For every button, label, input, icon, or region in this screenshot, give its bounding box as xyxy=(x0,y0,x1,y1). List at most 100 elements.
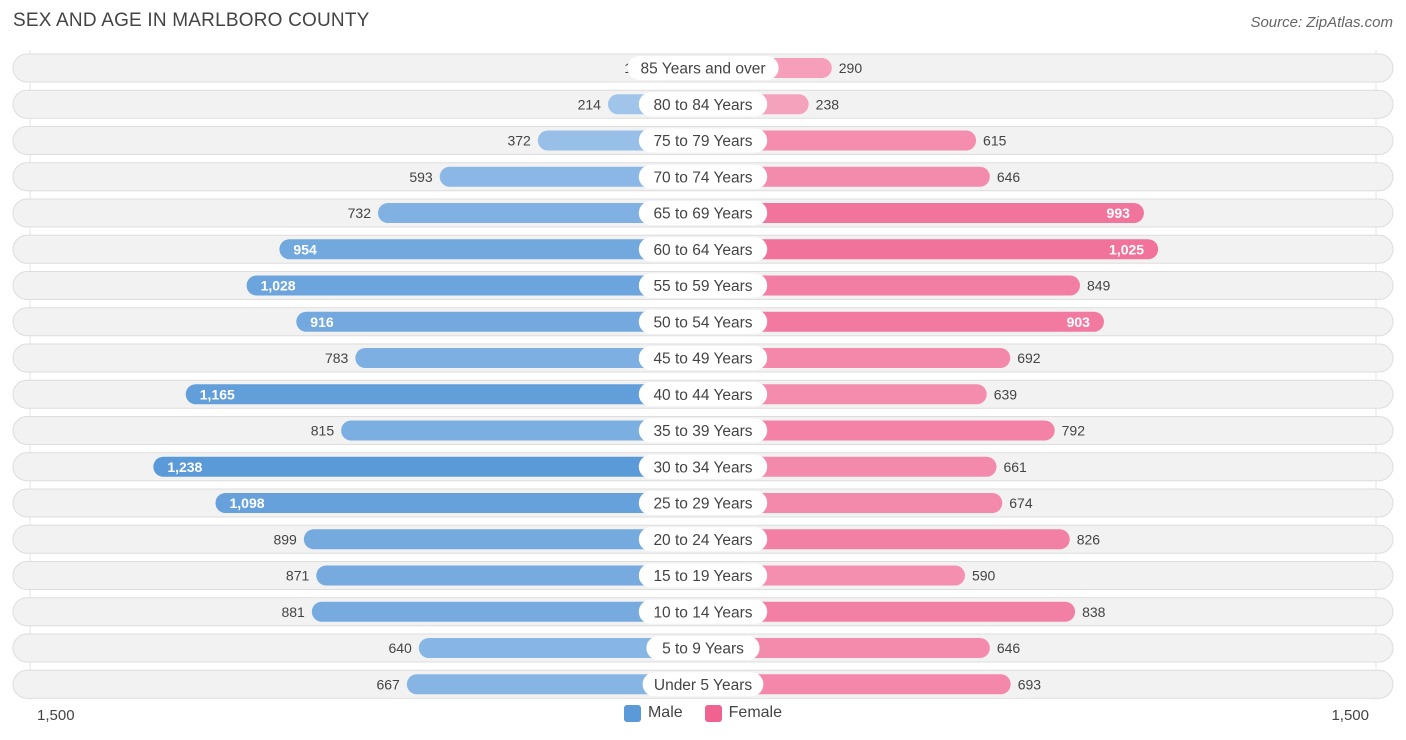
label-male: 593 xyxy=(409,169,433,185)
bar-male[interactable] xyxy=(377,203,703,223)
label-male: 881 xyxy=(281,604,305,620)
legend-label-male: Male xyxy=(647,704,683,721)
bar-female[interactable] xyxy=(703,384,987,405)
label-female: 615 xyxy=(983,133,1007,149)
category-label: 40 to 44 Years xyxy=(653,387,752,404)
legend: Male Female xyxy=(0,704,1406,722)
row-17: 667 693 Under 5 Years xyxy=(12,669,1394,699)
label-female: 693 xyxy=(1018,676,1042,692)
row-10: 815 792 35 to 39 Years xyxy=(12,416,1394,445)
label-female: 1,025 xyxy=(1109,241,1144,257)
category-pill xyxy=(638,563,768,588)
category-pill xyxy=(638,599,768,624)
category-label: 75 to 79 Years xyxy=(653,133,752,150)
label-male: 899 xyxy=(273,531,297,547)
bar-female[interactable] xyxy=(703,601,1076,622)
row-5: 954 1,025 60 to 64 Years xyxy=(12,234,1394,264)
bar-male[interactable] xyxy=(303,529,703,550)
category-label: 25 to 29 Years xyxy=(653,496,752,513)
category-label: 80 to 84 Years xyxy=(653,97,752,114)
category-pill xyxy=(638,527,768,552)
category-label: 60 to 64 Years xyxy=(653,242,752,259)
category-pill xyxy=(638,201,768,225)
label-female: 646 xyxy=(997,640,1021,656)
bar-male[interactable] xyxy=(316,565,703,586)
category-label: Under 5 Years xyxy=(654,677,752,694)
bar-female[interactable] xyxy=(703,529,1070,550)
row-13: 899 826 20 to 24 Years xyxy=(12,524,1394,554)
row-6: 1,028 849 55 to 59 Years xyxy=(12,271,1394,300)
x-axis-right-label: 1,500 xyxy=(1331,707,1369,724)
category-label: 15 to 19 Years xyxy=(653,568,752,585)
bar-female[interactable] xyxy=(703,203,1144,223)
row-15: 881 838 10 to 14 Years xyxy=(12,597,1394,627)
bar-female[interactable] xyxy=(703,674,1011,695)
category-pill xyxy=(638,237,768,262)
legend-label-female: Female xyxy=(728,704,783,721)
bar-female[interactable] xyxy=(703,638,990,658)
label-female: 590 xyxy=(972,568,996,584)
category-pill xyxy=(638,273,768,298)
bar-male[interactable] xyxy=(153,456,703,477)
category-label: 10 to 14 Years xyxy=(653,604,752,621)
legend-item-female[interactable]: Female xyxy=(704,704,783,722)
label-male: 954 xyxy=(293,241,317,257)
bar-male[interactable] xyxy=(406,674,703,695)
bar-female[interactable] xyxy=(703,239,1159,260)
bar-female[interactable] xyxy=(703,456,997,477)
bar-female[interactable] xyxy=(703,348,1011,368)
category-label: 45 to 49 Years xyxy=(653,351,752,368)
bar-male[interactable] xyxy=(279,239,703,260)
label-female: 238 xyxy=(816,96,840,112)
label-female: 290 xyxy=(839,60,863,76)
category-label: 50 to 54 Years xyxy=(653,314,752,331)
label-male: 1,098 xyxy=(229,495,264,511)
row-4: 732 993 65 to 69 Years xyxy=(12,198,1394,228)
bar-female[interactable] xyxy=(703,311,1104,332)
category-pill xyxy=(627,56,779,80)
bar-male[interactable] xyxy=(246,275,703,296)
category-pill xyxy=(638,164,768,189)
label-female: 661 xyxy=(1003,459,1027,475)
category-label: 55 to 59 Years xyxy=(653,278,752,295)
bar-female[interactable] xyxy=(703,275,1080,296)
label-male: 1,238 xyxy=(167,459,202,475)
row-1: 214 238 80 to 84 Years xyxy=(12,89,1394,119)
bar-female[interactable] xyxy=(703,166,990,187)
bar-female[interactable] xyxy=(703,420,1055,441)
row-9: 1,165 639 40 to 44 Years xyxy=(12,379,1394,409)
label-female: 639 xyxy=(994,386,1018,402)
bar-female[interactable] xyxy=(703,493,1003,513)
bar-male[interactable] xyxy=(311,601,703,622)
label-female: 903 xyxy=(1067,314,1091,330)
label-male: 732 xyxy=(348,205,372,221)
row-11: 1,238 661 30 to 34 Years xyxy=(12,452,1394,482)
label-female: 792 xyxy=(1062,423,1086,439)
label-male: 372 xyxy=(507,133,531,149)
bar-male[interactable] xyxy=(439,166,703,187)
label-male: 667 xyxy=(376,676,400,692)
row-16: 640 646 5 to 9 Years xyxy=(12,633,1394,663)
bar-male[interactable] xyxy=(296,311,703,332)
row-3: 593 646 70 to 74 Years xyxy=(12,162,1394,192)
category-label: 30 to 34 Years xyxy=(653,459,752,476)
label-male: 871 xyxy=(286,568,310,584)
label-male: 1,028 xyxy=(261,278,296,294)
bar-male[interactable] xyxy=(418,638,703,658)
bar-female[interactable] xyxy=(703,130,977,151)
category-pill xyxy=(638,418,768,443)
row-0: 10929085 Years and over xyxy=(12,53,1394,83)
category-label: 70 to 74 Years xyxy=(653,169,752,186)
bar-male[interactable] xyxy=(341,420,703,441)
bar-female[interactable] xyxy=(703,565,965,586)
bar-male[interactable] xyxy=(185,384,704,405)
category-label: 5 to 9 Years xyxy=(662,641,744,658)
label-female: 674 xyxy=(1009,495,1033,511)
label-male: 214 xyxy=(578,96,602,112)
label-female: 692 xyxy=(1017,350,1041,366)
category-label: 35 to 39 Years xyxy=(653,423,752,440)
legend-item-male[interactable]: Male xyxy=(623,704,683,722)
label-male: 783 xyxy=(325,350,349,366)
bar-male[interactable] xyxy=(215,493,703,513)
bar-male[interactable] xyxy=(355,348,703,368)
